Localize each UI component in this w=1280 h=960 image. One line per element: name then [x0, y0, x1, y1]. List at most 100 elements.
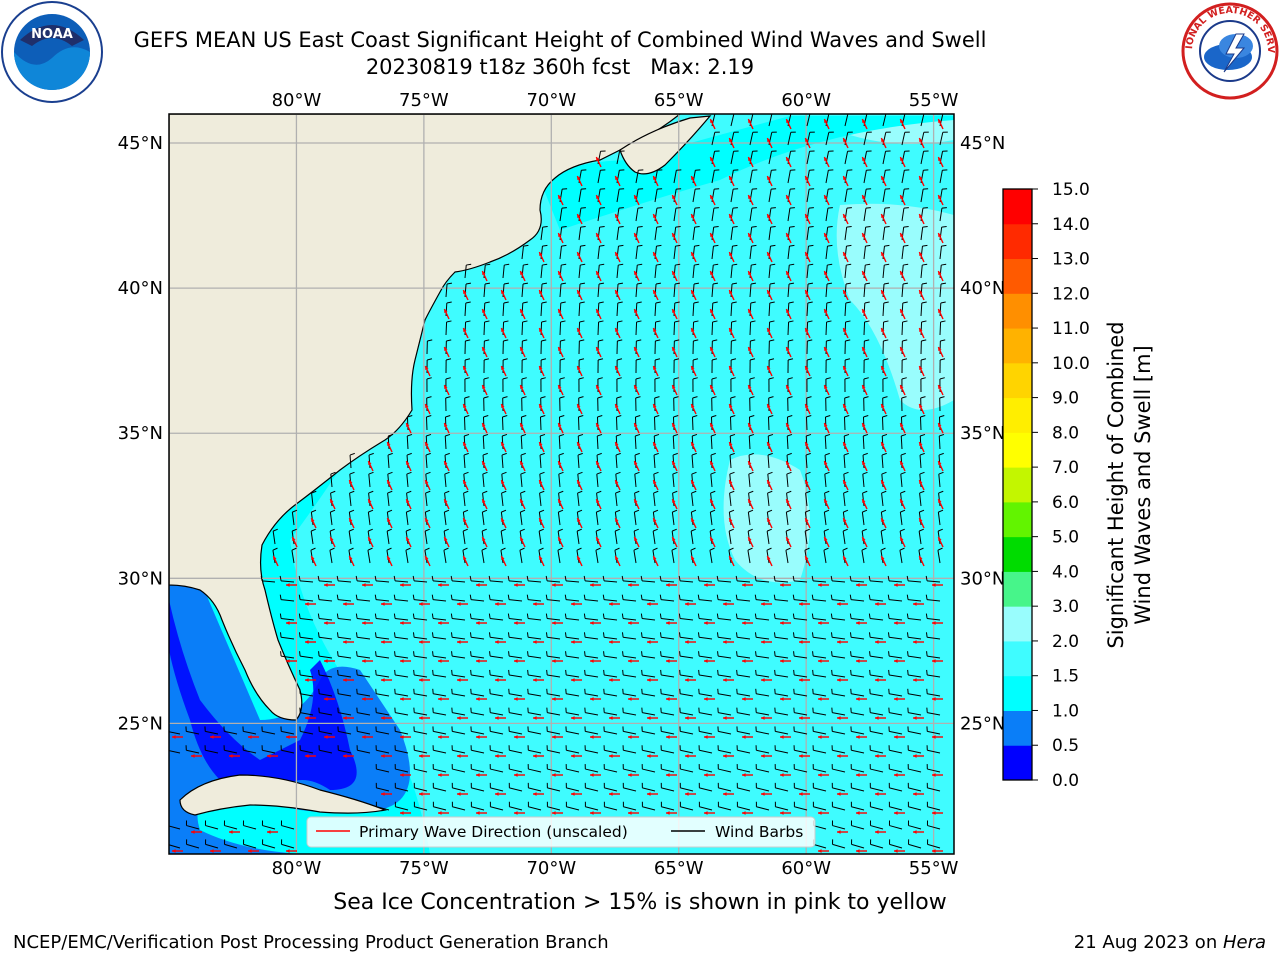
wind-barb-721 [623, 617, 637, 621]
wind-barb-flag-172 [922, 263, 928, 266]
wind-barb-880 [376, 712, 390, 716]
wind-barb-879 [357, 712, 371, 716]
wind-barb-flag-519 [843, 490, 849, 494]
wind-barb-368 [425, 416, 428, 431]
wave-arrow-head-363 [881, 404, 885, 409]
wind-barb-flag-545 [672, 509, 678, 513]
wave-arrow-head-295 [653, 366, 657, 371]
wind-barb-921 [376, 730, 390, 735]
wave-arrow-head-201 [444, 309, 448, 314]
wind-barb-flag-168 [846, 263, 852, 266]
wind-barb-flag-490 [938, 471, 944, 475]
wind-barb-465 [463, 474, 466, 488]
axis-tick-labels: 80°W80°W75°W75°W70°W70°W65°W65°W60°W60°W… [118, 90, 1006, 879]
wave-arrow-head-812 [381, 678, 385, 682]
wind-barb-648 [566, 580, 580, 583]
wave-arrow-head-659 [780, 583, 784, 587]
wind-barb-flag-424 [920, 433, 926, 437]
wind-barb-168 [844, 265, 847, 279]
wind-barb-flag-316 [521, 377, 527, 380]
wave-arrow-head-610 [539, 556, 543, 561]
wind-barb-flag-257 [465, 339, 471, 342]
wind-barb-flag-415 [749, 433, 755, 437]
wind-barb-flag-822 [565, 669, 567, 675]
wave-arrow-head-924 [438, 735, 442, 739]
wave-arrow-head-367 [406, 423, 410, 428]
wave-arrow-head-305 [843, 366, 847, 371]
wave-arrow-head-280 [900, 347, 904, 352]
wind-barb-150 [502, 265, 505, 279]
wind-barb-797 [737, 655, 751, 659]
wind-barb-flag-127 [561, 244, 567, 247]
wind-barb-flag-180 [560, 282, 567, 285]
wave-arrow-head-40 [938, 157, 942, 162]
wind-barb-flag-210 [617, 301, 623, 304]
wind-barb-980 [718, 749, 732, 754]
wave-arrow-head-189 [729, 290, 733, 295]
wind-barb-462 [406, 474, 409, 488]
wind-barb-flag-626 [842, 547, 848, 551]
wind-barb-386 [767, 416, 770, 431]
wave-arrow-head-1109 [932, 849, 936, 853]
wind-barb-702 [927, 599, 941, 602]
wind-barb-flag-387 [787, 415, 793, 418]
wind-barb-767 [832, 636, 846, 640]
wave-arrow-head-793 [666, 659, 670, 663]
wind-barb-145 [901, 246, 904, 260]
wind-barb-399 [444, 435, 447, 450]
wind-barb-flag-829 [698, 669, 700, 675]
wave-arrow-head-1032 [571, 792, 575, 796]
wind-barb-flag-227 [940, 301, 946, 304]
wind-barb-flag-156 [618, 263, 624, 266]
wind-barb-815 [433, 674, 447, 678]
wind-barb-flag-784 [489, 651, 491, 657]
wind-barb-796 [718, 655, 732, 659]
wind-barb-flag-222 [845, 301, 851, 304]
wind-barb-flag-109 [656, 225, 662, 228]
wave-arrow-head-1105 [856, 849, 860, 853]
wind-barb-flag-93 [770, 207, 776, 209]
wind-barb-1037 [661, 787, 675, 792]
wave-arrow-head-400 [463, 442, 467, 447]
wind-barb-803 [851, 655, 865, 659]
wind-barb-flag-824 [603, 669, 605, 675]
wind-barb-906 [870, 712, 884, 716]
wind-barb-flag-681 [526, 594, 529, 600]
wind-barb-943 [794, 730, 808, 735]
wave-arrow-head-667 [932, 583, 936, 587]
wave-arrow-head-30 [748, 157, 752, 162]
wind-barb-flag-370 [464, 415, 470, 418]
wind-barb-54 [825, 170, 829, 184]
wind-barb-flag-307 [883, 358, 889, 361]
wind-barb-flag-663 [849, 575, 852, 581]
wind-barb-flag-788 [565, 651, 567, 657]
wind-barb-799 [775, 655, 789, 659]
wind-barb-flag-729 [773, 613, 776, 619]
wave-arrow-head-514 [748, 499, 752, 504]
wind-barb-flag-448 [767, 452, 773, 456]
legend-wind-label: Wind Barbs [715, 823, 803, 841]
wind-barb-flag-525 [292, 509, 298, 513]
wind-barb-flag-442 [653, 452, 659, 456]
wind-barb-736 [908, 617, 922, 621]
colorbar-segment-3 [1003, 640, 1032, 677]
wind-barb-flag-396 [388, 433, 394, 437]
wave-arrow-head-441 [634, 461, 638, 466]
wind-barb-952 [186, 749, 200, 754]
wind-barb-flag-117 [808, 225, 814, 228]
wind-barb-459 [349, 474, 352, 488]
wind-barb-flag-435 [520, 452, 526, 456]
wind-barb-840 [908, 674, 922, 678]
wind-barb-flag-658 [754, 575, 757, 581]
colorbar-tick-label-6: 4.0 [1052, 562, 1079, 582]
wind-barb-481 [767, 474, 770, 488]
wave-arrow-head-339 [425, 404, 429, 409]
wind-barb-212 [654, 302, 657, 317]
wave-arrow-head-751 [533, 640, 537, 644]
wave-arrow-head-353 [691, 404, 695, 409]
wave-arrow-head-512 [710, 499, 714, 504]
wave-arrow-head-227 [938, 309, 942, 314]
colorbar-segment-12 [1003, 328, 1032, 364]
wind-barb-flag-595 [937, 528, 943, 532]
wind-barb-82 [559, 208, 563, 222]
